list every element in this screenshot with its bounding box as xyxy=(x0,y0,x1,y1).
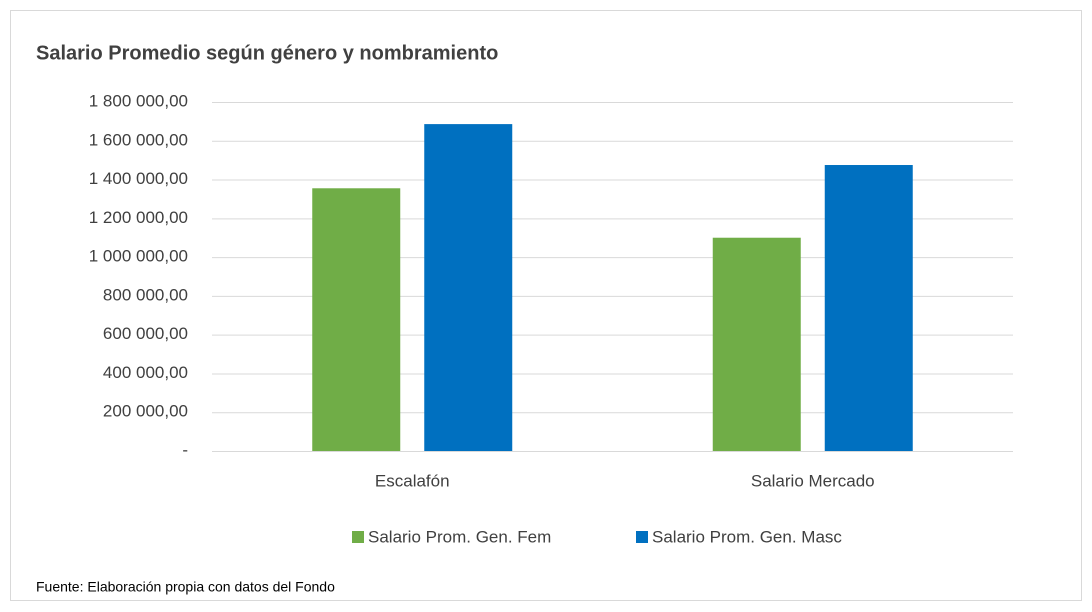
y-tick-label: 1 200 000,00 xyxy=(89,208,188,227)
legend-label: Salario Prom. Gen. Masc xyxy=(652,527,842,546)
y-tick-label: 800 000,00 xyxy=(103,285,188,304)
legend-swatch xyxy=(352,531,364,543)
y-tick-label: 1 600 000,00 xyxy=(89,130,188,149)
y-tick-label: 1 800 000,00 xyxy=(89,91,188,110)
y-tick-label: 1 400 000,00 xyxy=(89,169,188,188)
y-tick-label: 400 000,00 xyxy=(103,363,188,382)
source-note: Fuente: Elaboración propia con datos del… xyxy=(36,579,335,595)
legend-swatch xyxy=(636,531,648,543)
bar xyxy=(824,165,913,451)
y-tick-label: 600 000,00 xyxy=(103,324,188,343)
y-tick-label: 1 000 000,00 xyxy=(89,247,188,266)
bar xyxy=(312,188,401,451)
chart-title: Salario Promedio según género y nombrami… xyxy=(36,42,498,64)
x-tick-label: Salario Mercado xyxy=(751,471,875,490)
y-tick-label: 200 000,00 xyxy=(103,402,188,421)
bar xyxy=(424,124,513,451)
bar xyxy=(712,237,801,451)
x-tick-label: Escalafón xyxy=(375,471,450,490)
legend-label: Salario Prom. Gen. Fem xyxy=(368,527,551,546)
y-tick-label: - xyxy=(182,440,188,459)
